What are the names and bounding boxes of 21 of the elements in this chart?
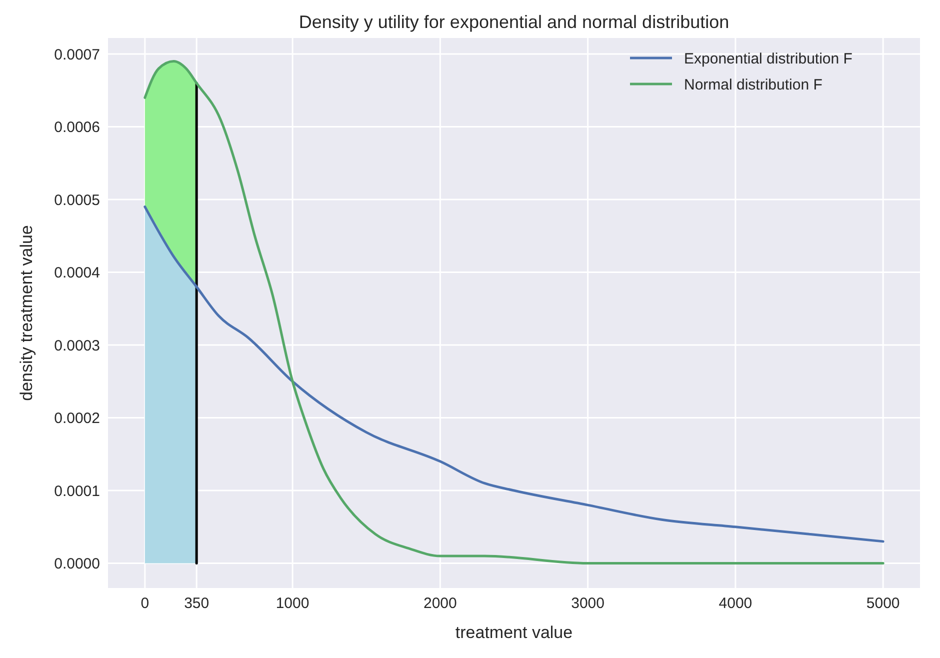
x-tick-label: 1000 [276,595,310,612]
x-tick-label: 2000 [423,595,457,612]
y-tick-label: 0.0003 [54,337,100,354]
y-tick-label: 0.0001 [54,482,100,500]
x-axis-title: treatment value [455,623,573,642]
legend-label: Exponential distribution F [684,50,852,68]
y-tick-label: 0.0006 [54,119,100,136]
x-tick-label: 5000 [866,595,900,612]
x-tick-label: 350 [184,595,210,612]
line-series [144,206,884,543]
x-tick-label: 0 [140,595,150,612]
y-tick-label: 0.0005 [54,192,100,209]
chart-title: Density y utility for exponential and normal distribution [298,12,730,32]
y-axis-title: density treatment value [17,225,36,401]
x-tick-label: 4000 [718,595,752,612]
y-tick-label: 0.0004 [54,264,100,282]
y-tick-label: 0.0002 [54,410,100,428]
y-tick-label: 0.0000 [54,556,100,573]
legend-label: Normal distribution F [684,76,822,94]
y-tick-label: 0.0007 [54,46,100,64]
x-tick-label: 3000 [571,595,605,612]
